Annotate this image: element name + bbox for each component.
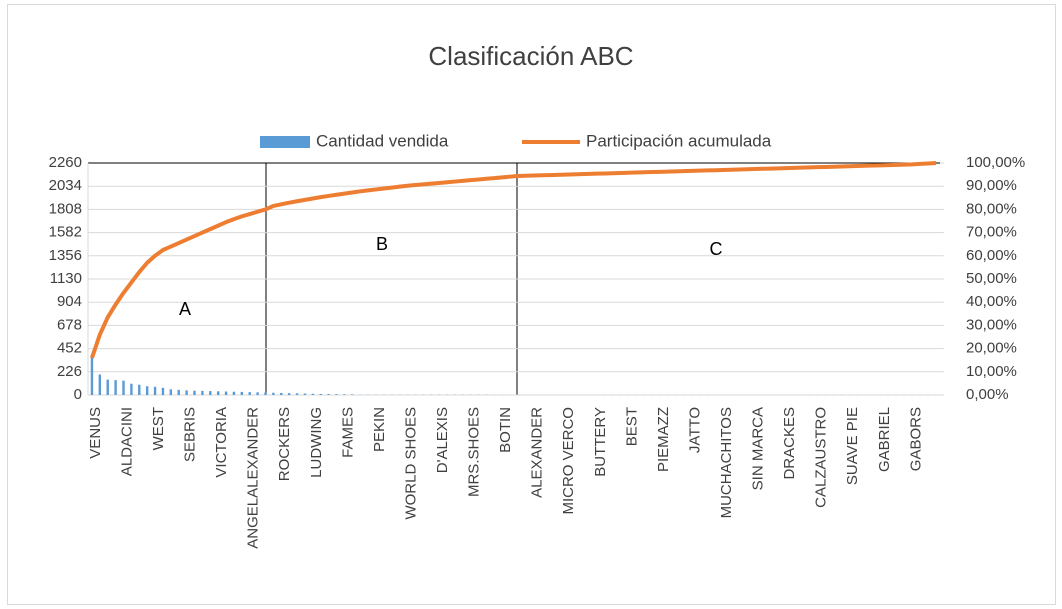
x-tick-label: MUCHACHITOS (718, 407, 735, 518)
legend-label: Cantidad vendida (316, 131, 449, 150)
x-tick-label: DRACKES (781, 407, 798, 480)
y-tick-label: 226 (57, 363, 82, 380)
x-tick-label: BEST (623, 407, 640, 446)
chart-border (7, 4, 1056, 605)
bar (161, 387, 165, 395)
y2-tick-label: 0,00% (966, 386, 1009, 403)
bar (130, 383, 133, 395)
bar (272, 392, 275, 395)
y2-tick-label: 40,00% (966, 293, 1017, 310)
x-tick-label: PIEMAZZ (655, 407, 672, 472)
y-tick-label: 1356 (49, 247, 82, 264)
x-tick-label: ALDACINI (118, 407, 135, 476)
bar (216, 391, 220, 395)
bar (153, 386, 157, 395)
bar (311, 393, 315, 395)
annotation: C (710, 239, 723, 259)
x-tick-label: SUAVE PIE (844, 407, 861, 485)
bar (240, 391, 244, 395)
y2-tick-label: 10,00% (966, 363, 1017, 380)
bar (256, 392, 259, 395)
bar (169, 389, 173, 395)
bar (351, 394, 354, 395)
annotation: B (376, 234, 388, 254)
legend-label: Participación acumulada (586, 131, 772, 150)
bar (295, 393, 299, 395)
x-tick-label: ANGELALEXANDER (245, 407, 262, 549)
x-tick-label: BOTIN (497, 407, 514, 453)
bar (248, 392, 251, 395)
bar (224, 391, 228, 395)
y2-tick-label: 60,00% (966, 247, 1017, 264)
y-tick-label: 452 (57, 340, 82, 357)
y-tick-label: 1582 (49, 224, 82, 241)
x-tick-label: MICRO VERCO (560, 407, 577, 515)
y-tick-label: 678 (57, 316, 82, 333)
x-tick-label: JATTO (686, 407, 703, 453)
bar (90, 357, 94, 395)
x-tick-label: GABRIEL (876, 407, 893, 472)
bar (343, 394, 346, 395)
x-tick-label: CALZAUSTRO (813, 407, 830, 508)
bar (327, 394, 330, 395)
x-tick-label: MRS.SHOES (466, 407, 483, 497)
x-tick-label: WORLD SHOES (402, 407, 419, 520)
x-tick-label: VENUS (87, 407, 104, 459)
chart-title: Clasificación ABC (428, 41, 633, 71)
x-tick-label: D'ALEXIS (434, 407, 451, 473)
y2-tick-label: 20,00% (966, 340, 1017, 357)
bar (201, 390, 204, 395)
y-tick-label: 904 (57, 293, 82, 310)
bar (98, 374, 102, 395)
y-tick-label: 1130 (50, 270, 82, 287)
x-tick-label: ALEXANDER (529, 407, 546, 498)
bar (232, 391, 236, 395)
annotation: A (179, 299, 191, 319)
bar (303, 393, 307, 395)
x-tick-label: LUDWING (308, 407, 325, 478)
bar (122, 380, 125, 395)
y-tick-label: 1808 (49, 200, 82, 217)
line (90, 161, 937, 359)
x-tick-label: SEBRIS (182, 407, 199, 462)
bar (185, 390, 188, 395)
x-tick-label: BUTTERY (592, 407, 609, 477)
bar (264, 392, 267, 395)
x-tick-label: FAMES (339, 407, 356, 458)
y2-tick-label: 70,00% (966, 224, 1017, 241)
x-tick-label: SIN MARCA (750, 407, 767, 490)
bar (335, 394, 338, 395)
y2-tick-label: 80,00% (966, 200, 1017, 217)
bar (138, 384, 141, 395)
x-tick-label: GABORS (907, 407, 924, 471)
bar (177, 389, 180, 395)
y2-tick-label: 90,00% (966, 177, 1017, 194)
bar (287, 393, 291, 395)
y2-tick-label: 30,00% (966, 316, 1017, 333)
y-tick-label: 2034 (49, 177, 82, 194)
bar (114, 380, 117, 395)
bar (319, 393, 322, 395)
bar (106, 379, 109, 395)
x-tick-label: VICTORIA (213, 407, 230, 478)
y2-tick-label: 50,00% (966, 270, 1017, 287)
bar (145, 386, 149, 395)
legend-swatch (260, 136, 310, 148)
y2-tick-label: 100,00% (966, 154, 1025, 171)
x-tick-label: WEST (150, 407, 167, 450)
bar (193, 390, 196, 395)
y-tick-label: 2260 (49, 154, 82, 171)
x-tick-label: ROCKERS (276, 407, 293, 481)
bar (280, 392, 283, 395)
bar (209, 391, 212, 395)
y-tick-label: 0 (74, 386, 82, 403)
x-tick-label: PEKIN (371, 407, 388, 452)
